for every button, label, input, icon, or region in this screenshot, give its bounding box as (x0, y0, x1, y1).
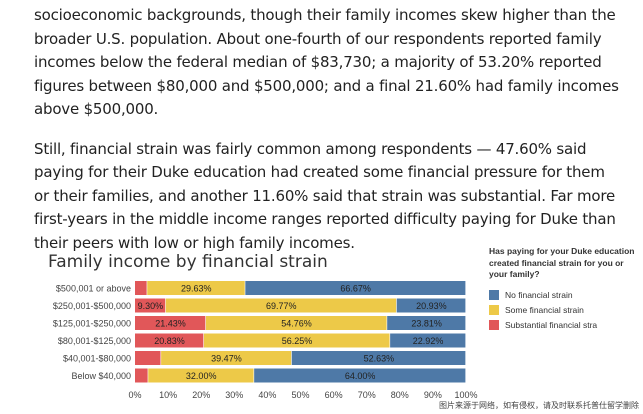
bar-segment-substantial-financial-strain (135, 368, 148, 383)
x-tick-label: 50% (291, 390, 309, 400)
paragraph-1: socioeconomic backgrounds, though their … (34, 6, 619, 118)
bar-data-label: 66.67% (340, 283, 371, 293)
bar-data-label: 69.77% (266, 301, 297, 311)
bar-segment-no-financial-strain (254, 368, 466, 383)
bar-data-label: 54.76% (281, 318, 312, 328)
legend-label-substantial-strain: Substantial financial stra (505, 320, 598, 330)
bar-data-label: 23.81% (411, 318, 442, 328)
bar-segment-substantial-financial-strain (135, 351, 161, 365)
bar-segment-no-financial-strain (396, 298, 466, 313)
x-tick-label: 80% (391, 390, 409, 400)
image-source-caption: 图片来源于网络，如有侵权，请及时联系托普仕留学删除 (439, 401, 639, 410)
bar-data-label: 21.43% (155, 318, 186, 328)
bar-data-label: 39.47% (211, 353, 242, 363)
x-tick-label: 60% (325, 390, 343, 400)
category-label: $250,001-$500,000 (53, 301, 131, 311)
x-tick-label: 10% (159, 390, 177, 400)
chart-title: Family income by financial strain (48, 252, 328, 272)
legend-label-some-strain: Some financial strain (505, 305, 584, 315)
legend-item-no-strain: No financial strain (489, 288, 639, 303)
bar-segment-some-financial-strain (148, 368, 254, 383)
bar-data-label: 9.30% (138, 301, 164, 311)
bar-data-label: 20.93% (416, 301, 447, 311)
bar-segment-substantial-financial-strain (135, 333, 204, 348)
legend-swatch-no-strain (489, 290, 499, 300)
legend-label-no-strain: No financial strain (505, 290, 573, 300)
bar-data-label: 52.63% (364, 353, 395, 363)
bar-segment-some-financial-strain (203, 333, 390, 348)
x-tick-label: 0% (128, 390, 141, 400)
x-tick-label: 20% (192, 390, 210, 400)
bar-data-label: 64.00% (345, 371, 376, 381)
legend-item-some-strain: Some financial strain (489, 303, 639, 318)
bar-segment-substantial-financial-strain (135, 298, 166, 313)
x-tick-label: 100% (454, 390, 477, 400)
chart-container: Family income by financial strain $500,0… (0, 240, 643, 414)
bar-data-label: 32.00% (186, 371, 217, 381)
bar-segment-some-financial-strain (165, 298, 397, 313)
chart-legend: Has paying for your Duke education creat… (489, 246, 639, 333)
bar-data-label: 20.83% (154, 336, 185, 346)
bar-segment-no-financial-strain (291, 351, 466, 365)
bar-segment-no-financial-strain (387, 316, 466, 330)
bar-data-label: 29.63% (181, 283, 212, 293)
legend-title: Has paying for your Duke education creat… (489, 246, 635, 279)
bar-segment-substantial-financial-strain (135, 316, 206, 330)
category-label: $125,001-$250,000 (53, 319, 131, 329)
legend-swatch-substantial-strain (489, 320, 499, 330)
category-label: $500,001 or above (56, 284, 131, 294)
legend-swatch-some-strain (489, 305, 499, 315)
stacked-bar-chart: $500,001 or above 29.63% 66.67% $250,001-$5… (53, 281, 478, 400)
bar-data-label: 56.25% (282, 336, 313, 346)
x-tick-label: 30% (225, 390, 243, 400)
bar-segment-substantial-financial-strain (135, 281, 147, 295)
x-tick-label: 40% (258, 390, 276, 400)
bar-segment-some-financial-strain (205, 316, 387, 330)
category-label: Below $40,000 (71, 371, 131, 381)
bar-data-label: 22.92% (413, 336, 444, 346)
bar-segment-no-financial-strain (245, 281, 466, 295)
category-label: $40,001-$80,000 (63, 354, 131, 364)
legend-item-substantial-strain: Substantial financial stra (489, 318, 639, 333)
x-tick-label: 90% (424, 390, 442, 400)
paragraph-2: Still, financial strain was fairly commo… (34, 139, 616, 252)
article-text: socioeconomic backgrounds, though their … (34, 4, 624, 271)
bar-segment-some-financial-strain (147, 281, 245, 295)
x-tick-label: 70% (358, 390, 376, 400)
bar-segment-no-financial-strain (390, 333, 466, 348)
category-label: $80,001-$125,000 (58, 336, 131, 346)
bar-segment-some-financial-strain (161, 351, 292, 365)
